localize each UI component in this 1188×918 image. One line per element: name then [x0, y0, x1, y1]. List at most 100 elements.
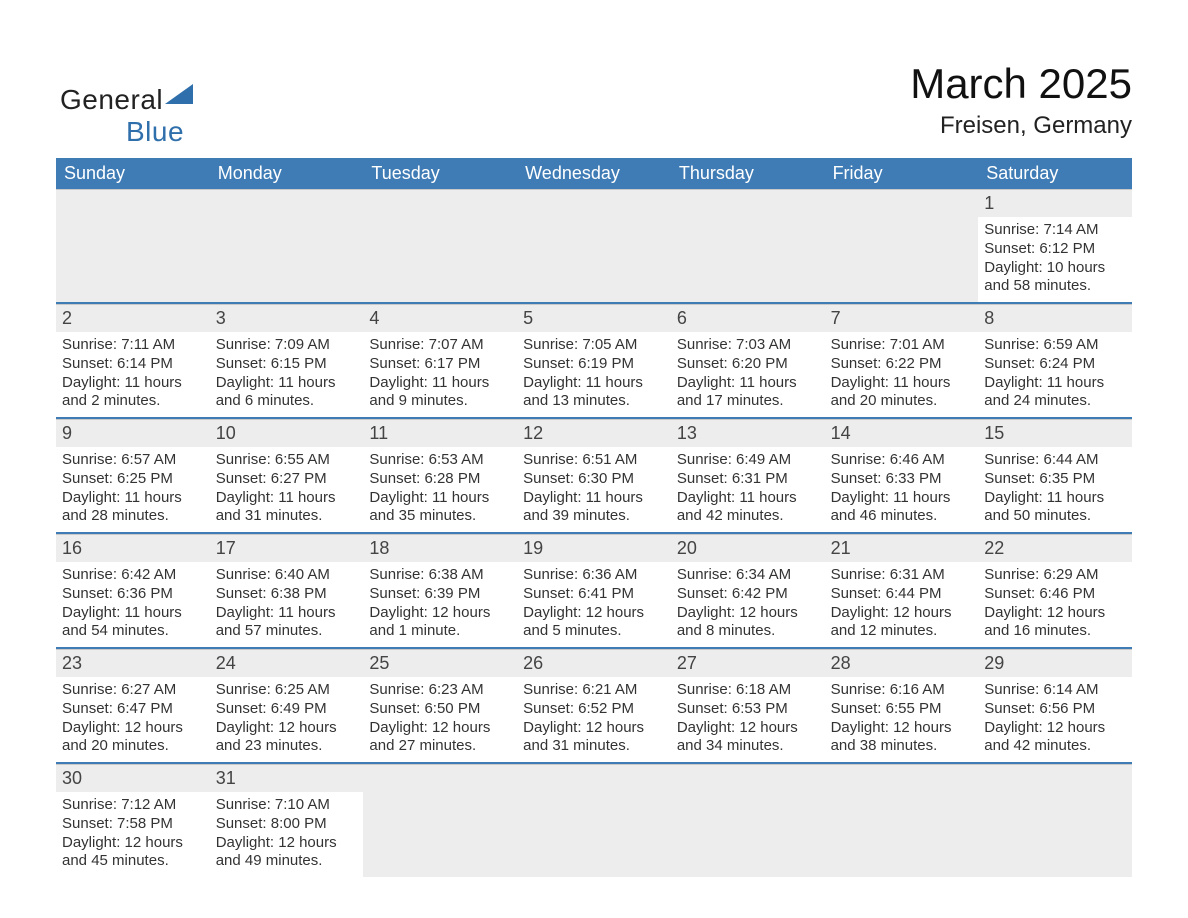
daylight-line1: Daylight: 12 hours: [677, 604, 819, 623]
day-cell: 30Sunrise: 7:12 AMSunset: 7:58 PMDayligh…: [56, 764, 210, 877]
day-cell: 28Sunrise: 6:16 AMSunset: 6:55 PMDayligh…: [825, 649, 979, 762]
sunrise: Sunrise: 6:31 AM: [831, 566, 973, 585]
sunset: Sunset: 6:52 PM: [523, 700, 665, 719]
daylight-line1: Daylight: 12 hours: [523, 719, 665, 738]
daylight-line2: and 46 minutes.: [831, 507, 973, 526]
daylight-line1: Daylight: 11 hours: [523, 489, 665, 508]
empty-cell: [671, 189, 825, 302]
daylight-line1: Daylight: 12 hours: [62, 834, 204, 853]
header: March 2025 Freisen, Germany: [910, 60, 1132, 140]
page-title: March 2025: [910, 60, 1132, 108]
sunset: Sunset: 6:46 PM: [984, 585, 1126, 604]
sunset: Sunset: 6:20 PM: [677, 355, 819, 374]
week-row: 30Sunrise: 7:12 AMSunset: 7:58 PMDayligh…: [56, 764, 1132, 877]
daylight-line1: Daylight: 11 hours: [216, 374, 358, 393]
day-cell: 17Sunrise: 6:40 AMSunset: 6:38 PMDayligh…: [210, 534, 364, 647]
daylight-line1: Daylight: 11 hours: [677, 489, 819, 508]
day-cell: 4Sunrise: 7:07 AMSunset: 6:17 PMDaylight…: [363, 304, 517, 417]
sunrise: Sunrise: 7:07 AM: [369, 336, 511, 355]
day-header: Tuesday: [363, 158, 517, 189]
sunset: Sunset: 6:38 PM: [216, 585, 358, 604]
daylight-line1: Daylight: 12 hours: [216, 834, 358, 853]
day-number: 9: [56, 419, 210, 447]
sunrise: Sunrise: 6:57 AM: [62, 451, 204, 470]
daylight-line2: and 42 minutes.: [984, 737, 1126, 756]
sunrise: Sunrise: 7:14 AM: [984, 221, 1126, 240]
logo-text: General Blue: [60, 84, 193, 147]
sunrise: Sunrise: 7:09 AM: [216, 336, 358, 355]
sunset: Sunset: 6:41 PM: [523, 585, 665, 604]
sunrise: Sunrise: 7:03 AM: [677, 336, 819, 355]
daylight-line2: and 23 minutes.: [216, 737, 358, 756]
daylight-line2: and 1 minute.: [369, 622, 511, 641]
sunset: Sunset: 6:49 PM: [216, 700, 358, 719]
daylight-line2: and 39 minutes.: [523, 507, 665, 526]
logo-word2: Blue: [126, 116, 184, 147]
logo-triangle-icon: [165, 84, 193, 104]
daylight-line2: and 50 minutes.: [984, 507, 1126, 526]
day-number: 12: [517, 419, 671, 447]
sunrise: Sunrise: 6:53 AM: [369, 451, 511, 470]
day-header: Sunday: [56, 158, 210, 189]
daylight-line2: and 5 minutes.: [523, 622, 665, 641]
day-number: 17: [210, 534, 364, 562]
empty-cell: [978, 764, 1132, 877]
logo: General Blue: [60, 84, 193, 148]
day-number: 4: [363, 304, 517, 332]
daylight-line1: Daylight: 12 hours: [831, 604, 973, 623]
sunset: Sunset: 6:27 PM: [216, 470, 358, 489]
sunrise: Sunrise: 6:44 AM: [984, 451, 1126, 470]
empty-cell: [825, 764, 979, 877]
daylight-line1: Daylight: 11 hours: [62, 374, 204, 393]
day-cell: 14Sunrise: 6:46 AMSunset: 6:33 PMDayligh…: [825, 419, 979, 532]
sunset: Sunset: 6:19 PM: [523, 355, 665, 374]
empty-cell: [825, 189, 979, 302]
sunset: Sunset: 6:50 PM: [369, 700, 511, 719]
day-cell: 27Sunrise: 6:18 AMSunset: 6:53 PMDayligh…: [671, 649, 825, 762]
daylight-line2: and 54 minutes.: [62, 622, 204, 641]
daylight-line2: and 20 minutes.: [62, 737, 204, 756]
day-cell: 31Sunrise: 7:10 AMSunset: 8:00 PMDayligh…: [210, 764, 364, 877]
day-number: 19: [517, 534, 671, 562]
day-header: Thursday: [671, 158, 825, 189]
day-cell: 16Sunrise: 6:42 AMSunset: 6:36 PMDayligh…: [56, 534, 210, 647]
sunrise: Sunrise: 6:42 AM: [62, 566, 204, 585]
sunrise: Sunrise: 7:05 AM: [523, 336, 665, 355]
daylight-line1: Daylight: 11 hours: [677, 374, 819, 393]
daylight-line2: and 57 minutes.: [216, 622, 358, 641]
sunrise: Sunrise: 6:23 AM: [369, 681, 511, 700]
daylight-line1: Daylight: 11 hours: [369, 489, 511, 508]
daylight-line1: Daylight: 11 hours: [984, 374, 1126, 393]
sunset: Sunset: 6:44 PM: [831, 585, 973, 604]
daylight-line2: and 28 minutes.: [62, 507, 204, 526]
sunset: Sunset: 6:17 PM: [369, 355, 511, 374]
daylight-line2: and 2 minutes.: [62, 392, 204, 411]
sunset: Sunset: 6:42 PM: [677, 585, 819, 604]
day-header: Friday: [825, 158, 979, 189]
daylight-line2: and 27 minutes.: [369, 737, 511, 756]
day-header: Saturday: [978, 158, 1132, 189]
daylight-line1: Daylight: 12 hours: [216, 719, 358, 738]
sunrise: Sunrise: 7:12 AM: [62, 796, 204, 815]
daylight-line1: Daylight: 11 hours: [62, 489, 204, 508]
day-number: 31: [210, 764, 364, 792]
day-number: 26: [517, 649, 671, 677]
daylight-line2: and 8 minutes.: [677, 622, 819, 641]
day-cell: 5Sunrise: 7:05 AMSunset: 6:19 PMDaylight…: [517, 304, 671, 417]
day-number: 28: [825, 649, 979, 677]
daylight-line2: and 38 minutes.: [831, 737, 973, 756]
sunset: Sunset: 6:30 PM: [523, 470, 665, 489]
sunset: Sunset: 6:12 PM: [984, 240, 1126, 259]
day-cell: 10Sunrise: 6:55 AMSunset: 6:27 PMDayligh…: [210, 419, 364, 532]
daylight-line1: Daylight: 11 hours: [62, 604, 204, 623]
sunset: Sunset: 6:33 PM: [831, 470, 973, 489]
empty-cell: [517, 764, 671, 877]
daylight-line2: and 35 minutes.: [369, 507, 511, 526]
daylight-line1: Daylight: 12 hours: [677, 719, 819, 738]
day-cell: 18Sunrise: 6:38 AMSunset: 6:39 PMDayligh…: [363, 534, 517, 647]
day-number: 29: [978, 649, 1132, 677]
daylight-line2: and 34 minutes.: [677, 737, 819, 756]
sunrise: Sunrise: 7:01 AM: [831, 336, 973, 355]
sunrise: Sunrise: 7:10 AM: [216, 796, 358, 815]
sunset: Sunset: 6:22 PM: [831, 355, 973, 374]
